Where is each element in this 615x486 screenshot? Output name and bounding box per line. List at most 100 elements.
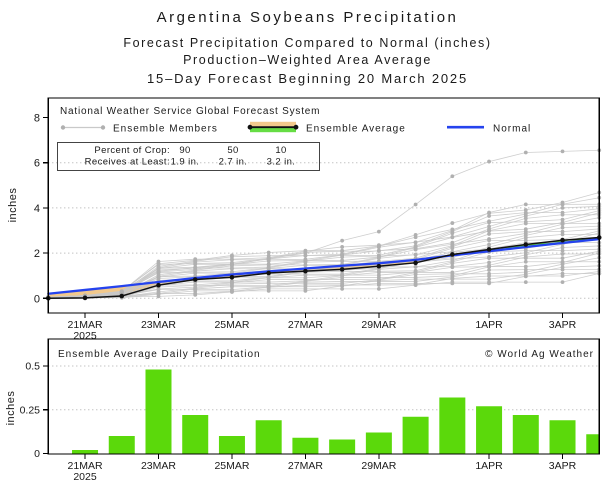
ensemble-average-dot: [119, 293, 125, 299]
legend-normal-label: Normal: [493, 124, 531, 135]
legend-average-green-band: [250, 127, 296, 133]
ensemble-member-dot: [413, 252, 418, 257]
ensemble-member-line: [48, 205, 600, 298]
daily-precip-bar: [512, 415, 539, 454]
ensemble-average-dot: [266, 270, 271, 276]
ensemble-member-dot: [376, 283, 381, 287]
ensemble-member-dot: [487, 214, 491, 218]
ensemble-member-dot: [487, 224, 491, 229]
main-yaxis-title: inches: [7, 188, 19, 223]
ensemble-member-dot: [560, 252, 565, 256]
ensemble-member-dot: [523, 280, 528, 285]
ensemble-member-dot: [487, 159, 491, 164]
ensemble-member-dot: [560, 256, 565, 261]
ensemble-member-dot: [266, 283, 271, 288]
daily-precip-bar: [72, 450, 99, 454]
ensemble-member-dot: [523, 264, 528, 269]
ensemble-member-dot: [340, 238, 345, 243]
ensemble-member-line: [48, 192, 600, 298]
ensemble-member-dot: [413, 275, 418, 280]
ensemble-member-dot: [230, 278, 234, 283]
ensemble-member-dot: [560, 274, 565, 278]
daily-plot-border: [47, 338, 600, 455]
stats-row2-label: Receives at Least:: [85, 157, 170, 168]
ensemble-member-dot: [303, 275, 308, 280]
ensemble-member-dot: [487, 271, 491, 276]
legend-members-label: Ensemble Members: [113, 124, 218, 135]
ensemble-member-dot: [450, 235, 455, 239]
main-ytick-label: 2: [34, 248, 40, 260]
ensemble-member-dot: [230, 257, 234, 262]
ensemble-member-dot: [560, 245, 565, 250]
ensemble-member-dot: [560, 200, 565, 205]
daily-chart-title: Ensemble Average Daily Precipitation: [58, 349, 261, 360]
ensemble-member-dot: [340, 277, 345, 282]
ensemble-member-dot: [450, 264, 455, 269]
ensemble-member-dot: [487, 237, 491, 241]
crop-stats-box: [57, 142, 320, 171]
ensemble-member-dot: [450, 228, 455, 233]
ensemble-average-dot: [82, 295, 88, 301]
ensemble-member-dot: [193, 291, 198, 296]
ensemble-member-dot: [376, 286, 381, 291]
ensemble-member-dot: [523, 150, 528, 155]
ensemble-member-dot: [487, 242, 491, 247]
ensemble-average-line: [48, 236, 600, 300]
ensemble-average-dot: [156, 282, 161, 288]
ensemble-member-dot: [450, 221, 455, 225]
daily-xtick-year: 2025: [73, 471, 97, 483]
ensemble-average-dot: [413, 260, 418, 266]
daily-precip-bar: [218, 436, 245, 454]
ensemble-member-line: [48, 237, 600, 298]
stats-amount-value: 1.9 in.: [171, 157, 200, 168]
ensemble-average-dot: [229, 274, 235, 280]
main-xtick-year: 2025: [73, 330, 97, 342]
daily-precip-bar: [402, 416, 429, 454]
daily-xtick-label: 23MAR: [141, 460, 176, 472]
daily-precip-bar: [108, 436, 135, 454]
main-plot-border: [47, 97, 600, 314]
ensemble-member-dot: [560, 260, 565, 265]
daily-ytick-label: 0.5: [25, 361, 40, 373]
ensemble-member-dot: [413, 268, 418, 273]
stats-amount-value: 3.2 in.: [267, 157, 296, 168]
ensemble-member-dot: [376, 229, 381, 234]
daily-xtick-label: 21MAR: [68, 460, 103, 472]
ensemble-member-dot: [303, 262, 308, 267]
ensemble-member-dot: [266, 262, 271, 267]
ensemble-member-dot: [266, 280, 271, 284]
ensemble-member-dot: [487, 219, 491, 224]
ensemble-member-dot: [560, 225, 565, 230]
ensemble-member-dot: [487, 263, 491, 268]
ensemble-member-dot: [156, 269, 161, 274]
ensemble-member-dot: [156, 261, 161, 266]
daily-precip-bar: [292, 437, 319, 454]
main-xtick-label: 25MAR: [214, 319, 249, 331]
daily-precip-bar: [145, 369, 172, 454]
ensemble-member-dot: [450, 273, 455, 278]
ensemble-member-dot: [487, 260, 491, 265]
ensemble-member-dot: [523, 270, 528, 275]
ensemble-member-dot: [523, 250, 528, 255]
ensemble-member-dot: [560, 248, 565, 253]
ensemble-member-dot: [340, 258, 345, 263]
page-title: Argentina Soybeans Precipitation: [156, 9, 459, 26]
ensemble-member-dot: [156, 287, 161, 291]
ensemble-member-dot: [450, 270, 455, 275]
main-xtick-label: 27MAR: [288, 319, 323, 331]
daily-precip-bar: [255, 420, 282, 454]
ensemble-average-dot: [450, 252, 455, 257]
ensemble-member-dot: [560, 210, 565, 215]
daily-precip-bar: [586, 434, 600, 454]
daily-precip-bar: [439, 397, 466, 454]
daily-xtick-label: 1APR: [475, 460, 503, 472]
ensemble-member-dot: [487, 232, 491, 236]
ensemble-member-dot: [303, 288, 308, 293]
ensemble-member-dot: [340, 252, 345, 257]
ensemble-member-dot: [376, 249, 381, 253]
ensemble-member-dot: [523, 259, 528, 264]
ensemble-member-dot: [523, 212, 528, 216]
ensemble-member-line: [48, 197, 600, 298]
